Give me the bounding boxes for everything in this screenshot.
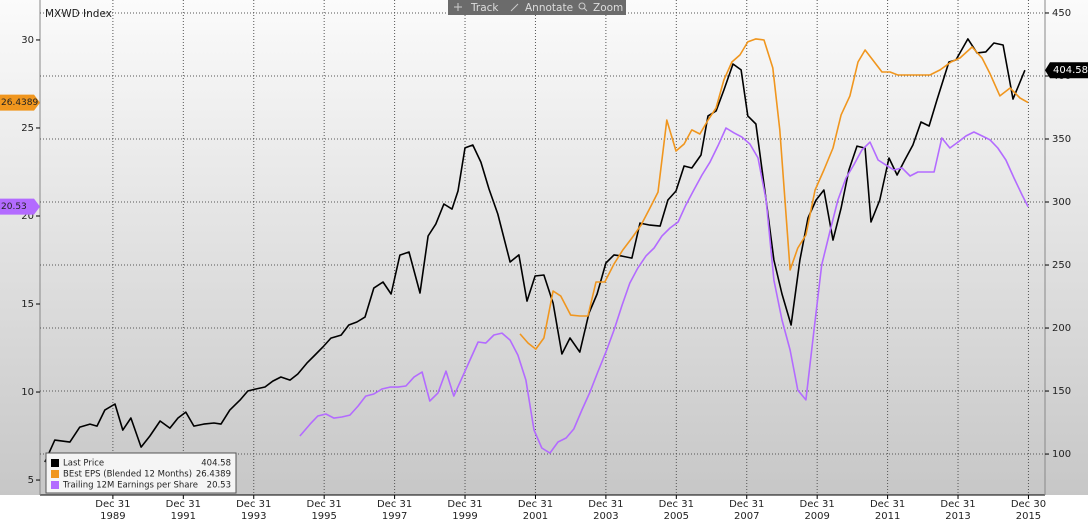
y2-tick-label: 450 [1052, 8, 1071, 19]
series-line [44, 38, 1026, 463]
y-tick-label: 30 [21, 35, 34, 46]
x-tick-label: Dec 30 [1011, 499, 1046, 510]
x-tick-year: 1989 [100, 511, 125, 522]
x-tick-year: 1993 [241, 511, 266, 522]
annotate-label[interactable]: Annotate [525, 2, 573, 14]
last-value-label: 404.58 [1053, 65, 1088, 76]
toolbar: Track Annotate Zoom [448, 0, 626, 15]
x-tick-label: Dec 31 [377, 499, 412, 510]
x-tick-label: Dec 31 [870, 499, 905, 510]
zoom-button[interactable]: Zoom [578, 2, 623, 14]
x-tick-year: 1991 [171, 511, 196, 522]
y2-tick-label: 200 [1052, 323, 1071, 334]
x-tick-year: 1999 [452, 511, 477, 522]
toolbar-bg [448, 0, 626, 15]
x-tick-year: 1995 [311, 511, 336, 522]
x-tick-year: 2001 [523, 511, 548, 522]
x-tick-label: Dec 31 [95, 499, 130, 510]
x-tick-year: 2003 [593, 511, 618, 522]
y-tick-label: 5 [28, 475, 34, 486]
y-tick-label: 20 [21, 211, 34, 222]
x-tick-year: 2015 [1016, 511, 1041, 522]
last-value-label: 26.4389 [1, 98, 38, 108]
legend: Last Price 404.58 BEst EPS (Blended 12 Mon… [45, 452, 237, 494]
x-tick-label: Dec 31 [447, 499, 482, 510]
last-value-tag [1045, 62, 1088, 79]
x-tick-label: Dec 31 [166, 499, 201, 510]
plot [44, 38, 1029, 463]
x-tick-label: Dec 31 [659, 499, 694, 510]
track-icon [454, 3, 462, 11]
y2-tick-label: 250 [1052, 260, 1071, 271]
chart-title: MXWD Index [45, 8, 112, 20]
grid [40, 0, 1045, 495]
series-line [519, 38, 1029, 350]
legend-box [45, 452, 237, 494]
y2-tick-label: 100 [1052, 449, 1071, 460]
track-button[interactable]: Track [454, 2, 499, 14]
x-tick-year: 2013 [945, 511, 970, 522]
zoom-icon-handle [583, 7, 588, 12]
y2-tick-label: 150 [1052, 386, 1071, 397]
x-tick-label: Dec 31 [588, 499, 623, 510]
x-tick-year: 2009 [804, 511, 829, 522]
legend-value: 26.4389 [196, 470, 231, 480]
last-value-label: 20.53 [1, 202, 27, 212]
legend-swatch [51, 481, 59, 489]
y-tick-label: 25 [21, 123, 34, 134]
x-tick-label: Dec 31 [236, 499, 271, 510]
legend-label: BEst EPS (Blended 12 Months) [63, 470, 192, 480]
legend-swatch [51, 459, 59, 467]
x-tick-year: 2011 [875, 511, 900, 522]
track-label[interactable]: Track [470, 2, 499, 14]
y2-tick-label: 300 [1052, 197, 1071, 208]
x-tick-label: Dec 31 [729, 499, 764, 510]
x-tick-label: Dec 31 [800, 499, 835, 510]
legend-value: 20.53 [207, 481, 231, 491]
last-value-tag [0, 94, 40, 111]
last-value-tag [0, 198, 40, 215]
x-tick-label: Dec 31 [518, 499, 553, 510]
legend-value: 404.58 [201, 459, 231, 469]
series-line [299, 127, 1029, 454]
x-tick-year: 1997 [382, 511, 407, 522]
x-tick-label: Dec 31 [307, 499, 342, 510]
annotate-icon [510, 3, 519, 12]
annotate-button[interactable]: Annotate [510, 2, 573, 14]
x-tick-year: 2007 [734, 511, 759, 522]
value-tags: 404.58 26.4389 20.53 [0, 62, 1088, 215]
y2-tick-label: 350 [1052, 134, 1071, 145]
x-tick-year: 2005 [664, 511, 689, 522]
y-tick-label: 15 [21, 299, 34, 310]
x-tick-label: Dec 31 [940, 499, 975, 510]
legend-label: Trailing 12M Earnings per Share [62, 481, 198, 491]
x-axis-band [0, 495, 1088, 524]
zoom-label[interactable]: Zoom [593, 2, 623, 14]
zoom-icon [578, 2, 586, 10]
y-tick-label: 10 [21, 387, 34, 398]
legend-swatch [51, 470, 59, 478]
legend-label: Last Price [63, 459, 104, 469]
